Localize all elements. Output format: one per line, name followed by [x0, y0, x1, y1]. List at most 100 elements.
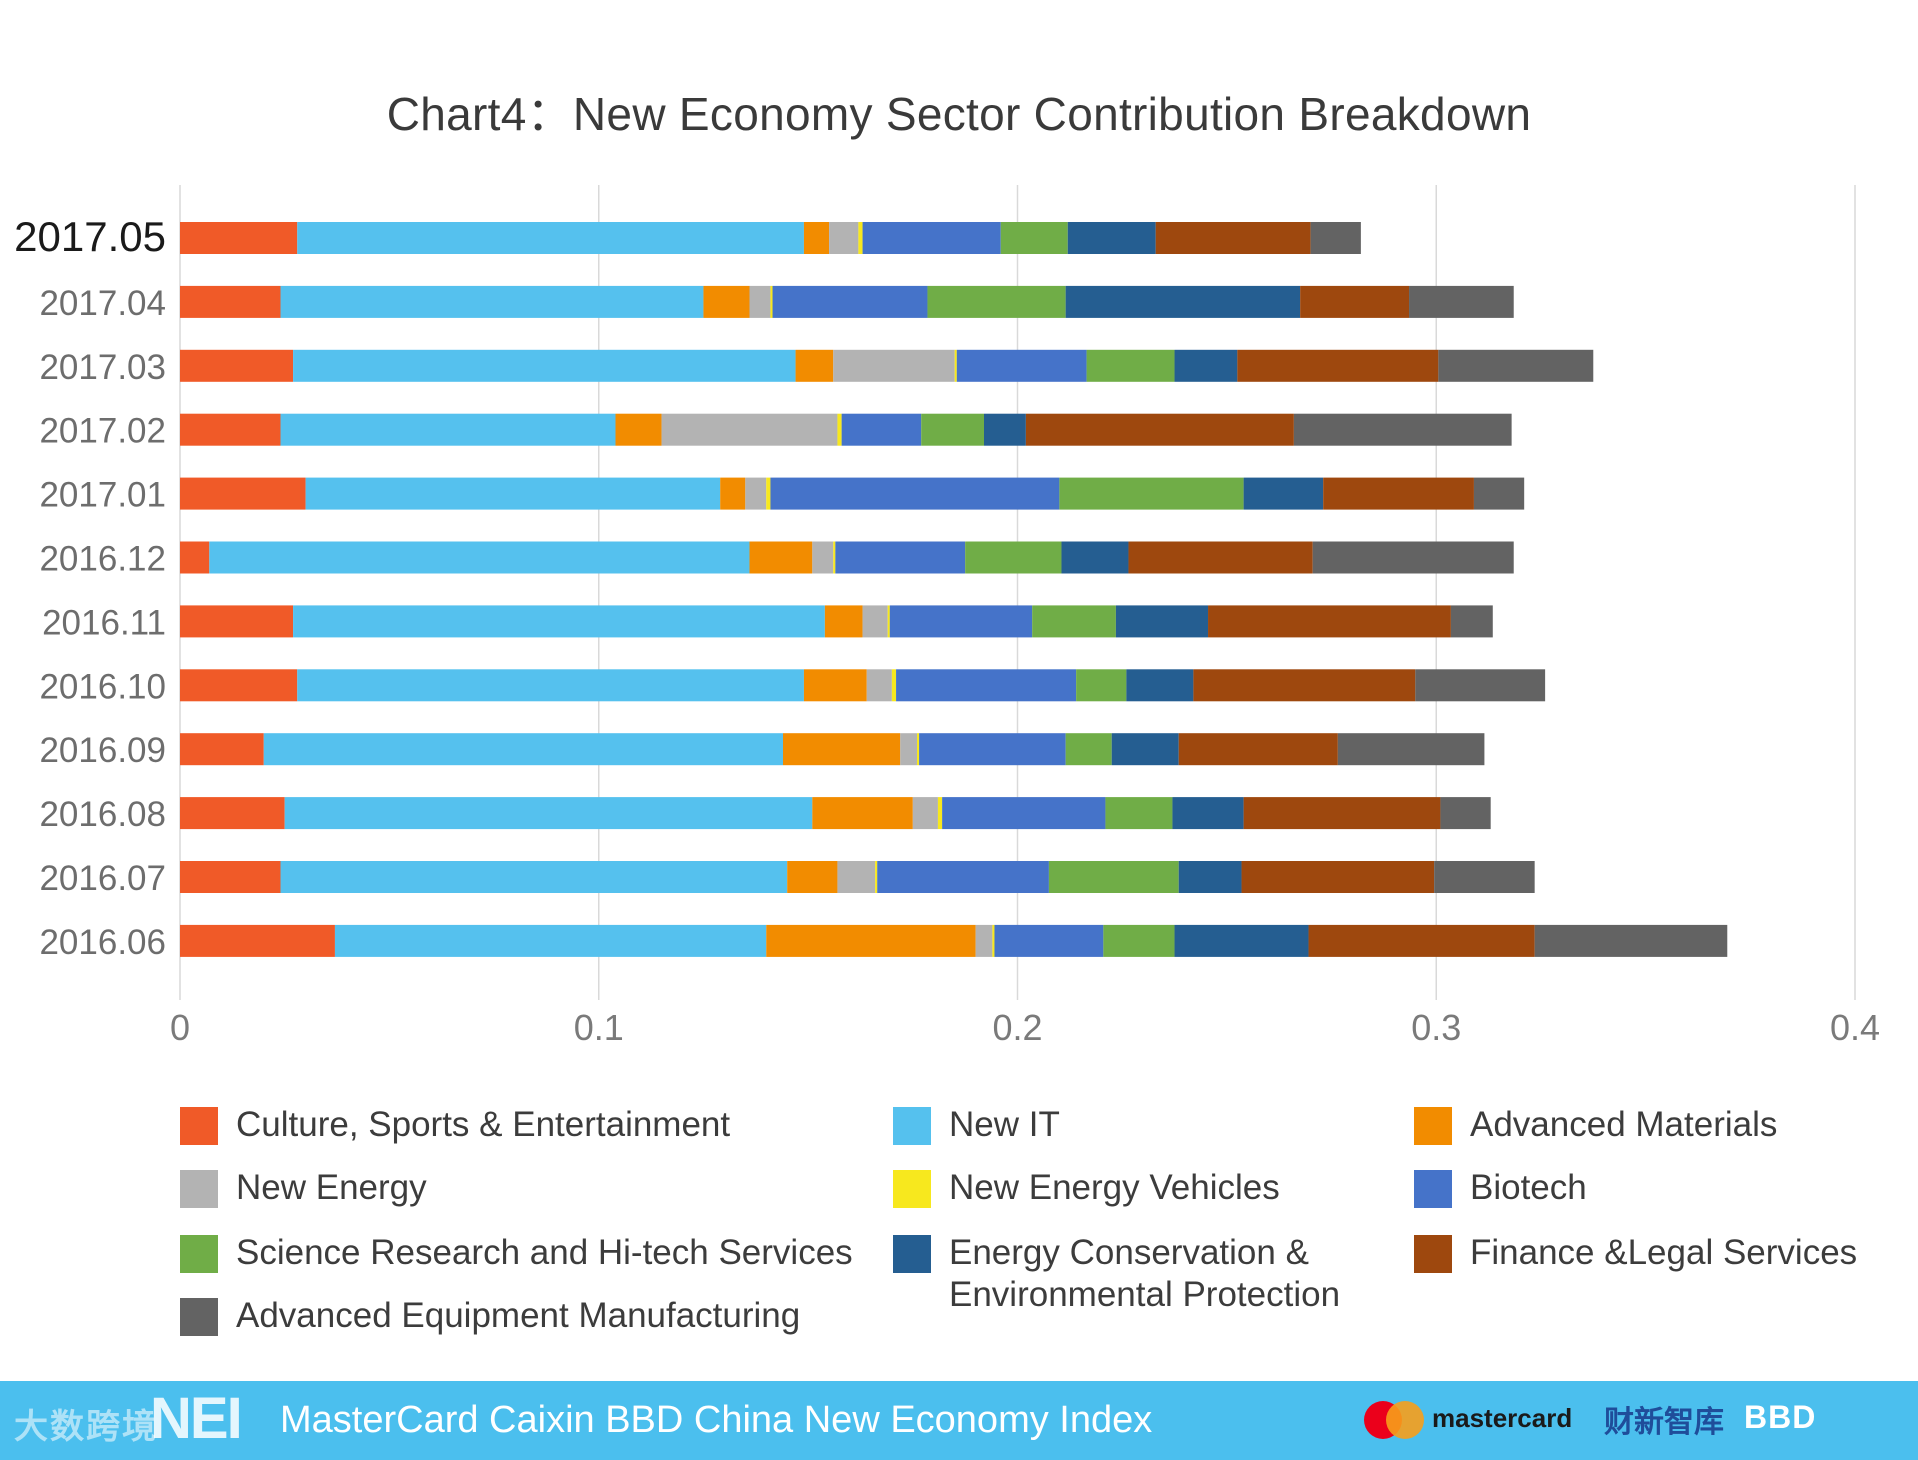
bar-segment [180, 413, 281, 446]
bar-segment [787, 861, 838, 893]
legend-swatch [893, 1170, 931, 1208]
bar-segment [1241, 861, 1435, 893]
bar-segment [1178, 861, 1242, 893]
bar-segment [812, 541, 834, 574]
bar-segment [1115, 605, 1209, 638]
bar-segment [209, 541, 750, 574]
bar-segment [891, 669, 897, 702]
bar-segment [284, 797, 813, 830]
bar-segment [803, 222, 830, 254]
mastercard-wordmark: mastercard [1432, 1403, 1573, 1433]
bar-segment [280, 413, 616, 446]
bar-segment [1337, 733, 1485, 766]
category-label: 2016.07 [39, 859, 166, 898]
bar-segment [1473, 477, 1525, 510]
bar-segment [766, 924, 976, 957]
category-label: 2017.04 [39, 284, 166, 323]
bar-segment [1061, 541, 1129, 574]
bar-segment [180, 541, 210, 574]
legend-swatch [180, 1107, 218, 1145]
bar-segment [919, 733, 1066, 766]
bar-segment [615, 413, 662, 446]
bar-segment [1067, 222, 1156, 254]
x-tick-label: 0.4 [1830, 1007, 1880, 1048]
legend-label: Culture, Sports & Entertainment [236, 1105, 731, 1144]
bar-segment [803, 669, 867, 702]
bar-segment [180, 669, 298, 702]
category-label: 2016.10 [39, 667, 166, 706]
legend-label: Finance &Legal Services [1470, 1233, 1858, 1272]
bar-segment [180, 349, 294, 382]
bar-segment [887, 605, 890, 638]
category-label: 2016.08 [39, 795, 166, 834]
x-tick-label: 0.3 [1411, 1007, 1461, 1048]
bar-segment [858, 222, 863, 254]
legend-label: Advanced Equipment Manufacturing [236, 1296, 801, 1335]
mastercard-logo-icon [1364, 1401, 1424, 1439]
legend-label: Science Research and Hi-tech Services [236, 1233, 853, 1272]
bar-segment [921, 413, 984, 446]
bar-segment [1065, 285, 1301, 318]
bar-segment [180, 733, 264, 766]
category-label: 2016.09 [39, 731, 166, 770]
legend-swatch [893, 1107, 931, 1145]
bar-segment [263, 733, 783, 766]
legend-item: Biotech [1414, 1167, 1587, 1209]
legend-item: Science Research and Hi-tech Services [180, 1232, 853, 1274]
category-label: 2016.12 [39, 540, 166, 579]
bar-segment [1300, 285, 1410, 318]
bar-segment [1032, 605, 1116, 638]
legend-item: Advanced Equipment Manufacturing [180, 1295, 800, 1337]
category-label: 2017.05 [14, 213, 166, 260]
bar-segment [297, 669, 804, 702]
bar-segment [1025, 413, 1294, 446]
bar-segment [984, 413, 1026, 446]
legend-swatch [1414, 1170, 1452, 1208]
bar-segment [1409, 285, 1514, 318]
bar-segment [1105, 797, 1173, 830]
bar-segment [875, 861, 878, 893]
bar-segment [937, 797, 943, 830]
bar-segment [1103, 924, 1175, 957]
bar-segment [994, 924, 1104, 957]
legend-item: New Energy Vehicles [893, 1167, 1280, 1209]
bar-segment [749, 285, 771, 318]
bars [180, 222, 1728, 957]
bar-segment [772, 285, 928, 318]
bar-segment [1126, 669, 1194, 702]
legend-swatch [180, 1298, 218, 1336]
bar-segment [1076, 669, 1127, 702]
bar-segment [975, 924, 993, 957]
legend-label: New Energy Vehicles [949, 1168, 1280, 1207]
x-tick-label: 0.2 [992, 1007, 1042, 1048]
category-label: 2017.02 [39, 412, 166, 451]
legend-item: Culture, Sports & Entertainment [180, 1104, 730, 1146]
bar-segment [1440, 797, 1491, 830]
bar-segment [180, 605, 294, 638]
legend-item: Finance &Legal Services [1414, 1232, 1857, 1274]
bar-segment [180, 861, 281, 893]
bar-segment [180, 797, 285, 830]
bar-segment [293, 605, 825, 638]
stacked-bar-chart: 2017.05 2017.04 2017.03 2017.02 2017.01 2016.… [14, 185, 1880, 1048]
bar-segment [1086, 349, 1175, 382]
bar-segment [1065, 733, 1112, 766]
footer-banner: 大数跨境 NEI MasterCard Caixin BBD China New… [0, 1381, 1918, 1460]
bar-segment [1310, 222, 1361, 254]
bar-segment [1438, 349, 1594, 382]
bar-segment [745, 477, 767, 510]
bar-segment [749, 541, 813, 574]
legend-label: New Energy [236, 1168, 427, 1207]
bar-segment [770, 285, 773, 318]
bar-segment [1208, 605, 1451, 638]
bar-segment [877, 861, 1049, 893]
bar-segment [1243, 797, 1441, 830]
bar-segment [180, 222, 298, 254]
bar-segment [661, 413, 838, 446]
bar-segment [180, 477, 306, 510]
caixin-insight-logo: 财新智库 [1604, 1406, 1724, 1439]
bar-segment [992, 924, 995, 957]
category-label: 2017.01 [39, 476, 166, 515]
bar-segment [1174, 349, 1238, 382]
legend-item: New Energy [180, 1167, 427, 1209]
